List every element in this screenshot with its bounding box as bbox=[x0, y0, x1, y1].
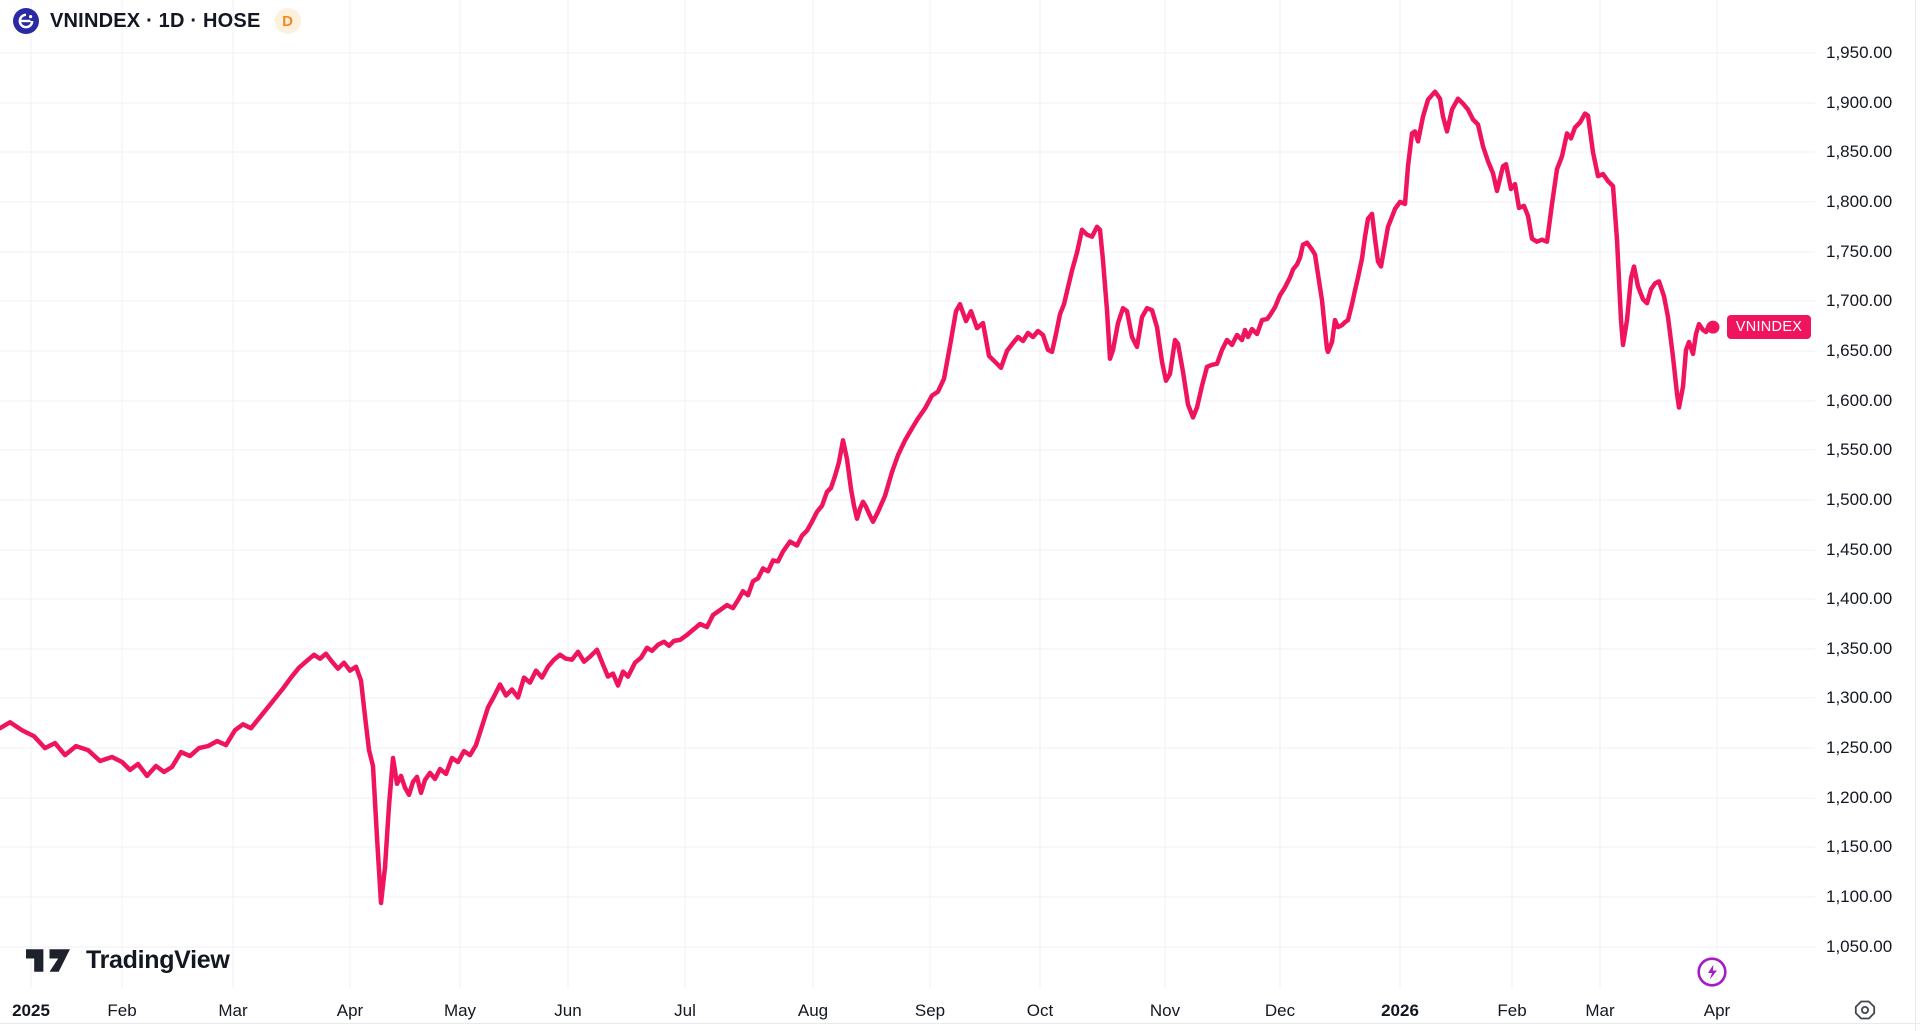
price-line-series bbox=[0, 89, 1716, 906]
time-axis-label: 2026 bbox=[1381, 1001, 1419, 1020]
symbol-logo-icon[interactable] bbox=[12, 7, 40, 35]
price-axis-label: 1,050.00 bbox=[1826, 937, 1893, 956]
time-axis-label: Mar bbox=[218, 1001, 248, 1020]
time-axis-label: Sep bbox=[914, 1001, 946, 1020]
price-axis-label: 1,800.00 bbox=[1826, 192, 1893, 211]
time-axis-label: Apr bbox=[1703, 1001, 1731, 1020]
price-axis-label: 1,300.00 bbox=[1826, 688, 1893, 707]
price-axis-label: 1,650.00 bbox=[1826, 341, 1893, 360]
tradingview-mark-icon bbox=[26, 949, 70, 972]
time-axis-label: Dec bbox=[1264, 1001, 1296, 1020]
symbol-title[interactable]: VNINDEX · 1D · HOSE bbox=[50, 9, 261, 32]
axis-settings-button[interactable] bbox=[1851, 996, 1879, 1024]
time-axis-label: Aug bbox=[797, 1001, 829, 1020]
price-axis-label: 1,150.00 bbox=[1826, 837, 1893, 856]
price-axis-label: 1,700.00 bbox=[1826, 291, 1893, 310]
time-axis-label: Jul bbox=[674, 1001, 696, 1020]
time-axis-label: Feb bbox=[1497, 1001, 1527, 1020]
price-axis-label: 1,600.00 bbox=[1826, 391, 1893, 410]
symbol-header: VNINDEX · 1D · HOSE D bbox=[12, 7, 301, 35]
tradingview-wordmark: TradingView bbox=[86, 946, 230, 974]
price-axis-label: 1,750.00 bbox=[1826, 242, 1893, 261]
price-axis-label: 1,850.00 bbox=[1826, 142, 1893, 161]
time-axis-label: May bbox=[443, 1001, 477, 1020]
series-label-badge: VNINDEX bbox=[1727, 315, 1811, 339]
lightning-button[interactable] bbox=[1684, 944, 1740, 1000]
price-axis-label: 1,350.00 bbox=[1826, 639, 1893, 658]
time-axis-label: 2025 bbox=[12, 1001, 50, 1020]
octagon-eye-icon bbox=[1854, 1000, 1876, 1020]
last-price-dot bbox=[1706, 320, 1720, 334]
time-axis-label: Nov bbox=[1149, 1001, 1181, 1020]
price-axis-label: 1,900.00 bbox=[1826, 93, 1893, 112]
price-axis-label: 1,950.00 bbox=[1826, 43, 1893, 62]
time-axis-label: Oct bbox=[1026, 1001, 1054, 1020]
time-axis-label: Feb bbox=[107, 1001, 137, 1020]
price-axis-label: 1,250.00 bbox=[1826, 738, 1893, 757]
price-axis-label: 1,450.00 bbox=[1826, 540, 1893, 559]
time-axis-label: Mar bbox=[1585, 1001, 1615, 1020]
time-axis-label: Apr bbox=[336, 1001, 364, 1020]
right-border bbox=[1915, 0, 1916, 1031]
price-axis-label: 1,400.00 bbox=[1826, 589, 1893, 608]
interval-badge: D bbox=[274, 8, 301, 34]
price-axis-label: 1,500.00 bbox=[1826, 490, 1893, 509]
tradingview-logo[interactable]: TradingView bbox=[26, 942, 230, 979]
price-axis-label: 1,550.00 bbox=[1826, 440, 1893, 459]
time-axis-label: Jun bbox=[554, 1001, 582, 1020]
bottom-border bbox=[0, 1023, 1920, 1024]
lightning-bolt-icon bbox=[1697, 957, 1727, 987]
price-axis-label: 1,200.00 bbox=[1826, 788, 1893, 807]
price-axis-label: 1,100.00 bbox=[1826, 887, 1893, 906]
